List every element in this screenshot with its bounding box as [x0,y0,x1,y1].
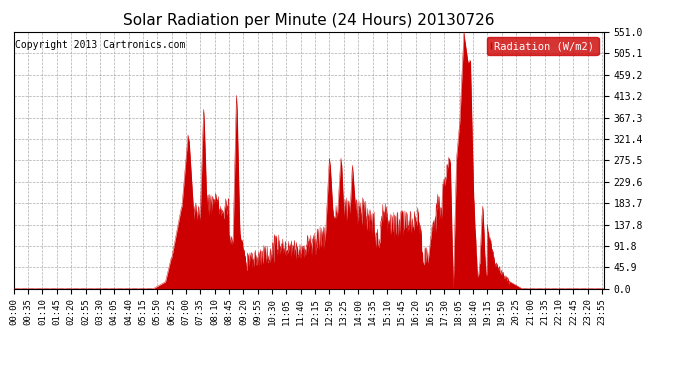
Legend: Radiation (W/m2): Radiation (W/m2) [487,37,598,56]
Text: Copyright 2013 Cartronics.com: Copyright 2013 Cartronics.com [15,40,186,50]
Title: Solar Radiation per Minute (24 Hours) 20130726: Solar Radiation per Minute (24 Hours) 20… [123,13,495,28]
